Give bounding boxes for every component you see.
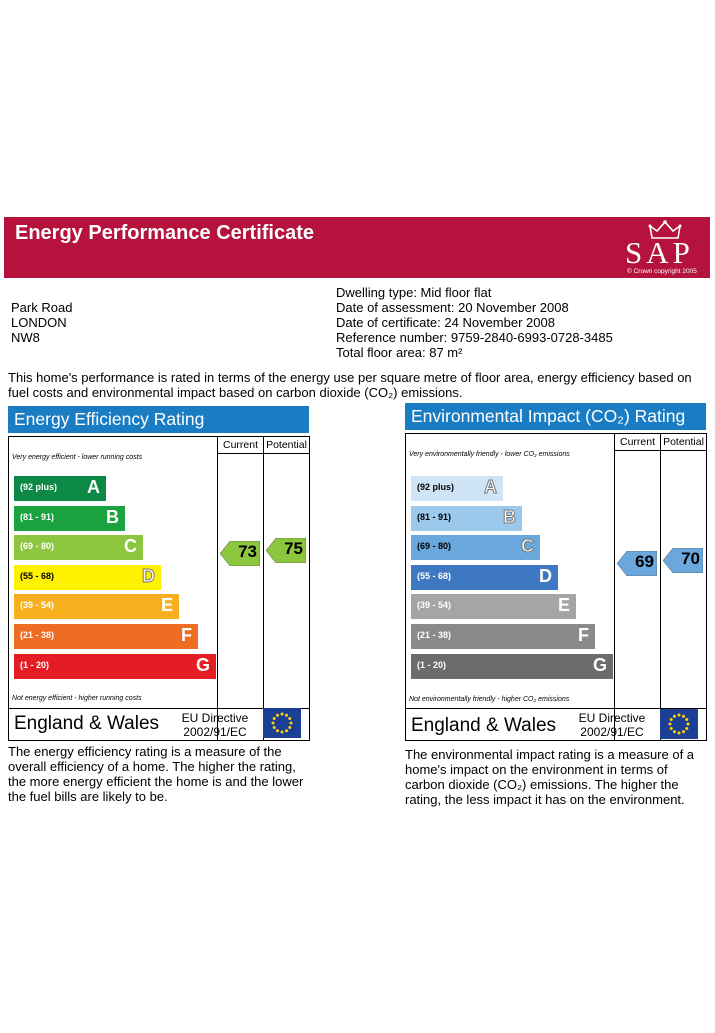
band-range: (81 - 91) <box>417 511 452 522</box>
eu-directive: EU Directive 2002/91/EC <box>181 711 249 739</box>
band-range: (21 - 38) <box>417 630 452 640</box>
column-current: Current <box>222 439 258 451</box>
bottom-note: Not environmentally friendly - higher CO… <box>409 696 570 703</box>
band-letter: A <box>87 477 100 497</box>
current-rating-arrow: 69 <box>616 550 658 577</box>
rating-band-d: (55 - 68) D <box>14 564 161 590</box>
band-letter: G <box>195 654 210 675</box>
rating-band-e: (39 - 54) E <box>14 594 179 620</box>
crown-icon <box>648 220 682 239</box>
band-letter: E <box>160 595 173 616</box>
assessment-date: Date of assessment: 20 November 2008 <box>336 300 569 315</box>
column-current: Current <box>619 436 655 448</box>
potential-rating-arrow: 75 <box>265 537 307 564</box>
header-banner: Energy Performance Certificate SAP © Cro… <box>4 217 710 278</box>
bottom-note: Not energy efficient - higher running co… <box>12 695 142 702</box>
top-note: Very environmentally friendly - lower CO… <box>409 451 570 458</box>
column-potential: Potential <box>663 436 704 448</box>
band-range: (69 - 80) <box>417 541 452 552</box>
band-letter: F <box>181 625 192 645</box>
band-letter: C <box>521 536 535 557</box>
floor-area: Total floor area: 87 m² <box>336 345 463 360</box>
eu-flag-icon <box>263 708 301 738</box>
band-letter: D <box>142 565 156 586</box>
page-title: Energy Performance Certificate <box>15 222 315 244</box>
region-label: England & Wales <box>411 715 557 736</box>
band-range: (1 - 20) <box>20 659 50 670</box>
band-letter: B <box>503 506 517 527</box>
efficiency-description: The energy efficiency rating is a measur… <box>8 744 304 804</box>
rating-band-g: (1 - 20) G <box>14 653 216 679</box>
band-letter: G <box>592 654 607 675</box>
band-range: (81 - 91) <box>20 511 55 522</box>
column-potential: Potential <box>266 439 307 451</box>
band-letter: A <box>484 477 498 498</box>
rating-band-b: (81 - 91) B <box>14 505 125 531</box>
band-range: (55 - 68) <box>20 570 55 581</box>
band-range: (1 - 20) <box>417 659 447 670</box>
band-letter: B <box>106 506 119 527</box>
band-range: (39 - 54) <box>20 600 55 611</box>
region-label: England & Wales <box>14 713 160 734</box>
property-address: Park Road LONDON NW8 <box>11 300 72 345</box>
rating-band-a: (92 plus) A <box>411 476 503 501</box>
efficiency-chart: Current Potential Very energy efficient … <box>8 436 310 741</box>
environment-title: Environmental Impact (CO₂) Rating <box>405 403 706 430</box>
reference-number: Reference number: 9759-2840-6993-0728-34… <box>336 330 613 345</box>
rating-band-f: (21 - 38) F <box>14 624 198 649</box>
environment-chart: Current Potential Very environmentally f… <box>405 433 707 741</box>
dwelling-type: Dwelling type: Mid floor flat <box>336 285 492 300</box>
certificate-details: Dwelling type: Mid floor flat Date of as… <box>336 285 613 360</box>
sap-logo: SAP © Crown copyright 2005 <box>625 220 705 275</box>
band-range: (39 - 54) <box>417 600 452 611</box>
top-note: Very energy efficient - lower running co… <box>12 454 143 461</box>
rating-band-e: (39 - 54) E <box>411 594 576 620</box>
potential-rating-value: 70 <box>681 549 700 568</box>
rating-band-c: (69 - 80) C <box>14 535 143 561</box>
certificate-date: Date of certificate: 24 November 2008 <box>336 315 555 330</box>
rating-band-d: (55 - 68) D <box>411 564 558 590</box>
band-letter: F <box>578 625 589 645</box>
current-rating-arrow: 73 <box>219 540 261 567</box>
rating-band-c: (69 - 80) C <box>411 535 540 561</box>
intro-text: This home's performance is rated in term… <box>8 370 692 400</box>
eu-directive: EU Directive 2002/91/EC <box>578 711 646 739</box>
band-range: (92 plus) <box>20 482 58 492</box>
sap-logo-text: SAP <box>625 235 694 270</box>
environment-description: The environmental impact rating is a mea… <box>405 747 695 807</box>
eu-flag-icon <box>660 709 698 739</box>
address-line: NW8 <box>11 330 40 345</box>
band-range: (69 - 80) <box>20 541 55 552</box>
address-line: Park Road <box>11 300 73 315</box>
potential-rating-arrow: 70 <box>662 547 704 574</box>
band-letter: E <box>557 595 570 616</box>
current-rating-value: 73 <box>238 542 257 561</box>
band-letter: D <box>539 565 552 586</box>
current-rating-value: 69 <box>635 552 654 571</box>
address-line: LONDON <box>11 315 67 330</box>
rating-band-f: (21 - 38) F <box>411 624 595 649</box>
rating-band-a: (92 plus) A <box>14 476 106 501</box>
potential-rating-value: 75 <box>284 539 303 558</box>
band-letter: C <box>124 536 137 557</box>
band-range: (92 plus) <box>417 482 455 492</box>
rating-band-b: (81 - 91) B <box>411 505 522 531</box>
band-range: (55 - 68) <box>417 570 452 581</box>
rating-band-g: (1 - 20) G <box>411 653 613 679</box>
efficiency-title: Energy Efficiency Rating <box>8 406 309 433</box>
copyright-text: © Crown copyright 2005 <box>627 268 697 275</box>
band-range: (21 - 38) <box>20 630 55 640</box>
